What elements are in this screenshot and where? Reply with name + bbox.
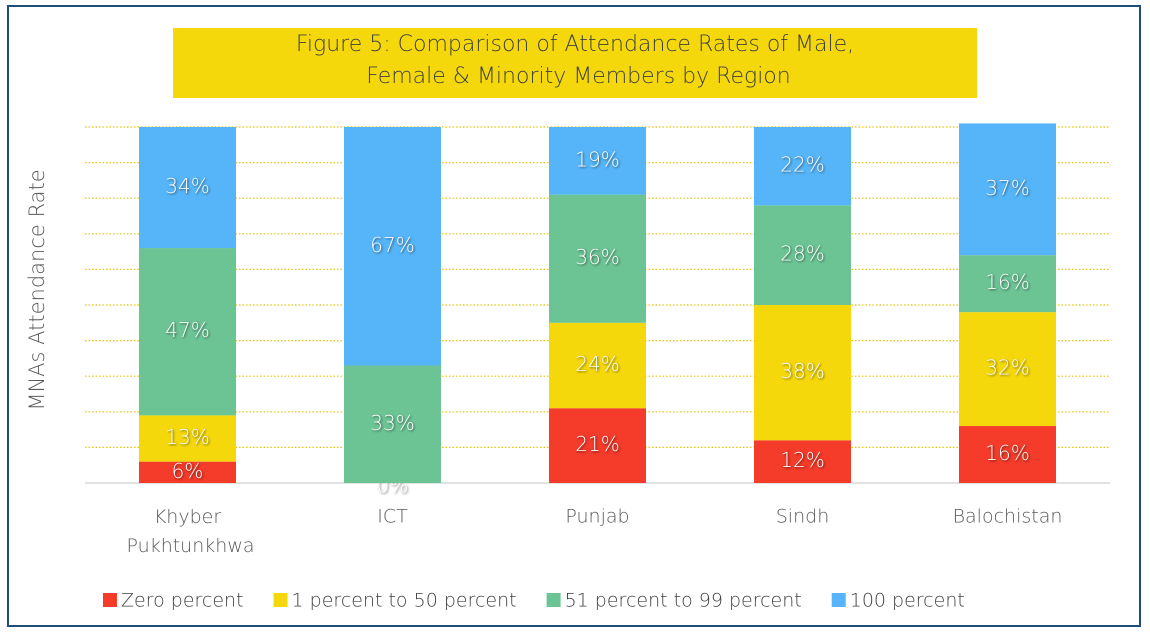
bar-segment — [959, 312, 1056, 427]
data-label: 24% — [575, 352, 619, 376]
data-label: 12% — [780, 448, 824, 472]
bar-segment — [139, 461, 236, 483]
title-box — [173, 28, 977, 98]
data-label: 13% — [165, 425, 209, 449]
data-label: 22% — [780, 153, 824, 177]
data-label: 37% — [985, 176, 1029, 200]
legend-swatch — [546, 593, 561, 607]
data-label: 19% — [575, 147, 619, 171]
x-tick-label: Balochistan — [953, 506, 1063, 528]
data-label: 38% — [780, 359, 824, 383]
bar-segment — [754, 440, 851, 483]
x-tick-label: ICT — [377, 506, 408, 528]
bar-segment — [139, 127, 236, 249]
data-label: 47% — [165, 318, 209, 342]
legend-swatch — [103, 593, 117, 607]
data-label: 33% — [370, 411, 414, 435]
data-label: 21% — [575, 432, 619, 456]
legend-label: 51 percent to 99 percent — [565, 590, 802, 612]
bar-segment — [959, 426, 1056, 483]
legend-label: Zero percent — [121, 590, 244, 612]
bar-segment — [549, 194, 646, 323]
x-tick-label: Khyber Pukhtunkhwa — [120, 506, 254, 557]
data-label: 16% — [985, 441, 1029, 465]
legend-swatch — [273, 593, 288, 607]
bar-segment — [959, 255, 1056, 313]
bar-segment — [549, 408, 646, 483]
chart-title: Figure 5: Comparison of Attendance Rates… — [296, 32, 854, 89]
data-label: 32% — [985, 356, 1029, 380]
bar-segment — [754, 205, 851, 305]
bar-segment — [754, 127, 851, 206]
bar-segment — [139, 415, 236, 462]
data-label: 34% — [165, 174, 209, 198]
x-tick-label: Sindh — [776, 506, 829, 528]
legend-swatch — [831, 593, 846, 607]
bar-segment — [754, 305, 851, 441]
data-label: 36% — [575, 245, 619, 269]
bar-segment — [344, 365, 441, 483]
bar-segment — [959, 123, 1056, 256]
bar-segment — [139, 248, 236, 416]
bar-segment — [549, 127, 646, 195]
y-axis-label: MNAs Attendance Rate — [25, 169, 49, 410]
legend-label: 1 percent to 50 percent — [292, 590, 517, 612]
data-label: 67% — [370, 233, 414, 257]
x-tick-label: Punjab — [565, 506, 629, 528]
bar-segment — [549, 322, 646, 409]
bar-segment — [344, 127, 441, 366]
data-label: 6% — [172, 459, 204, 483]
data-label: 28% — [780, 242, 824, 266]
legend-label: 100 percent — [850, 590, 965, 612]
data-label: 16% — [985, 270, 1029, 294]
